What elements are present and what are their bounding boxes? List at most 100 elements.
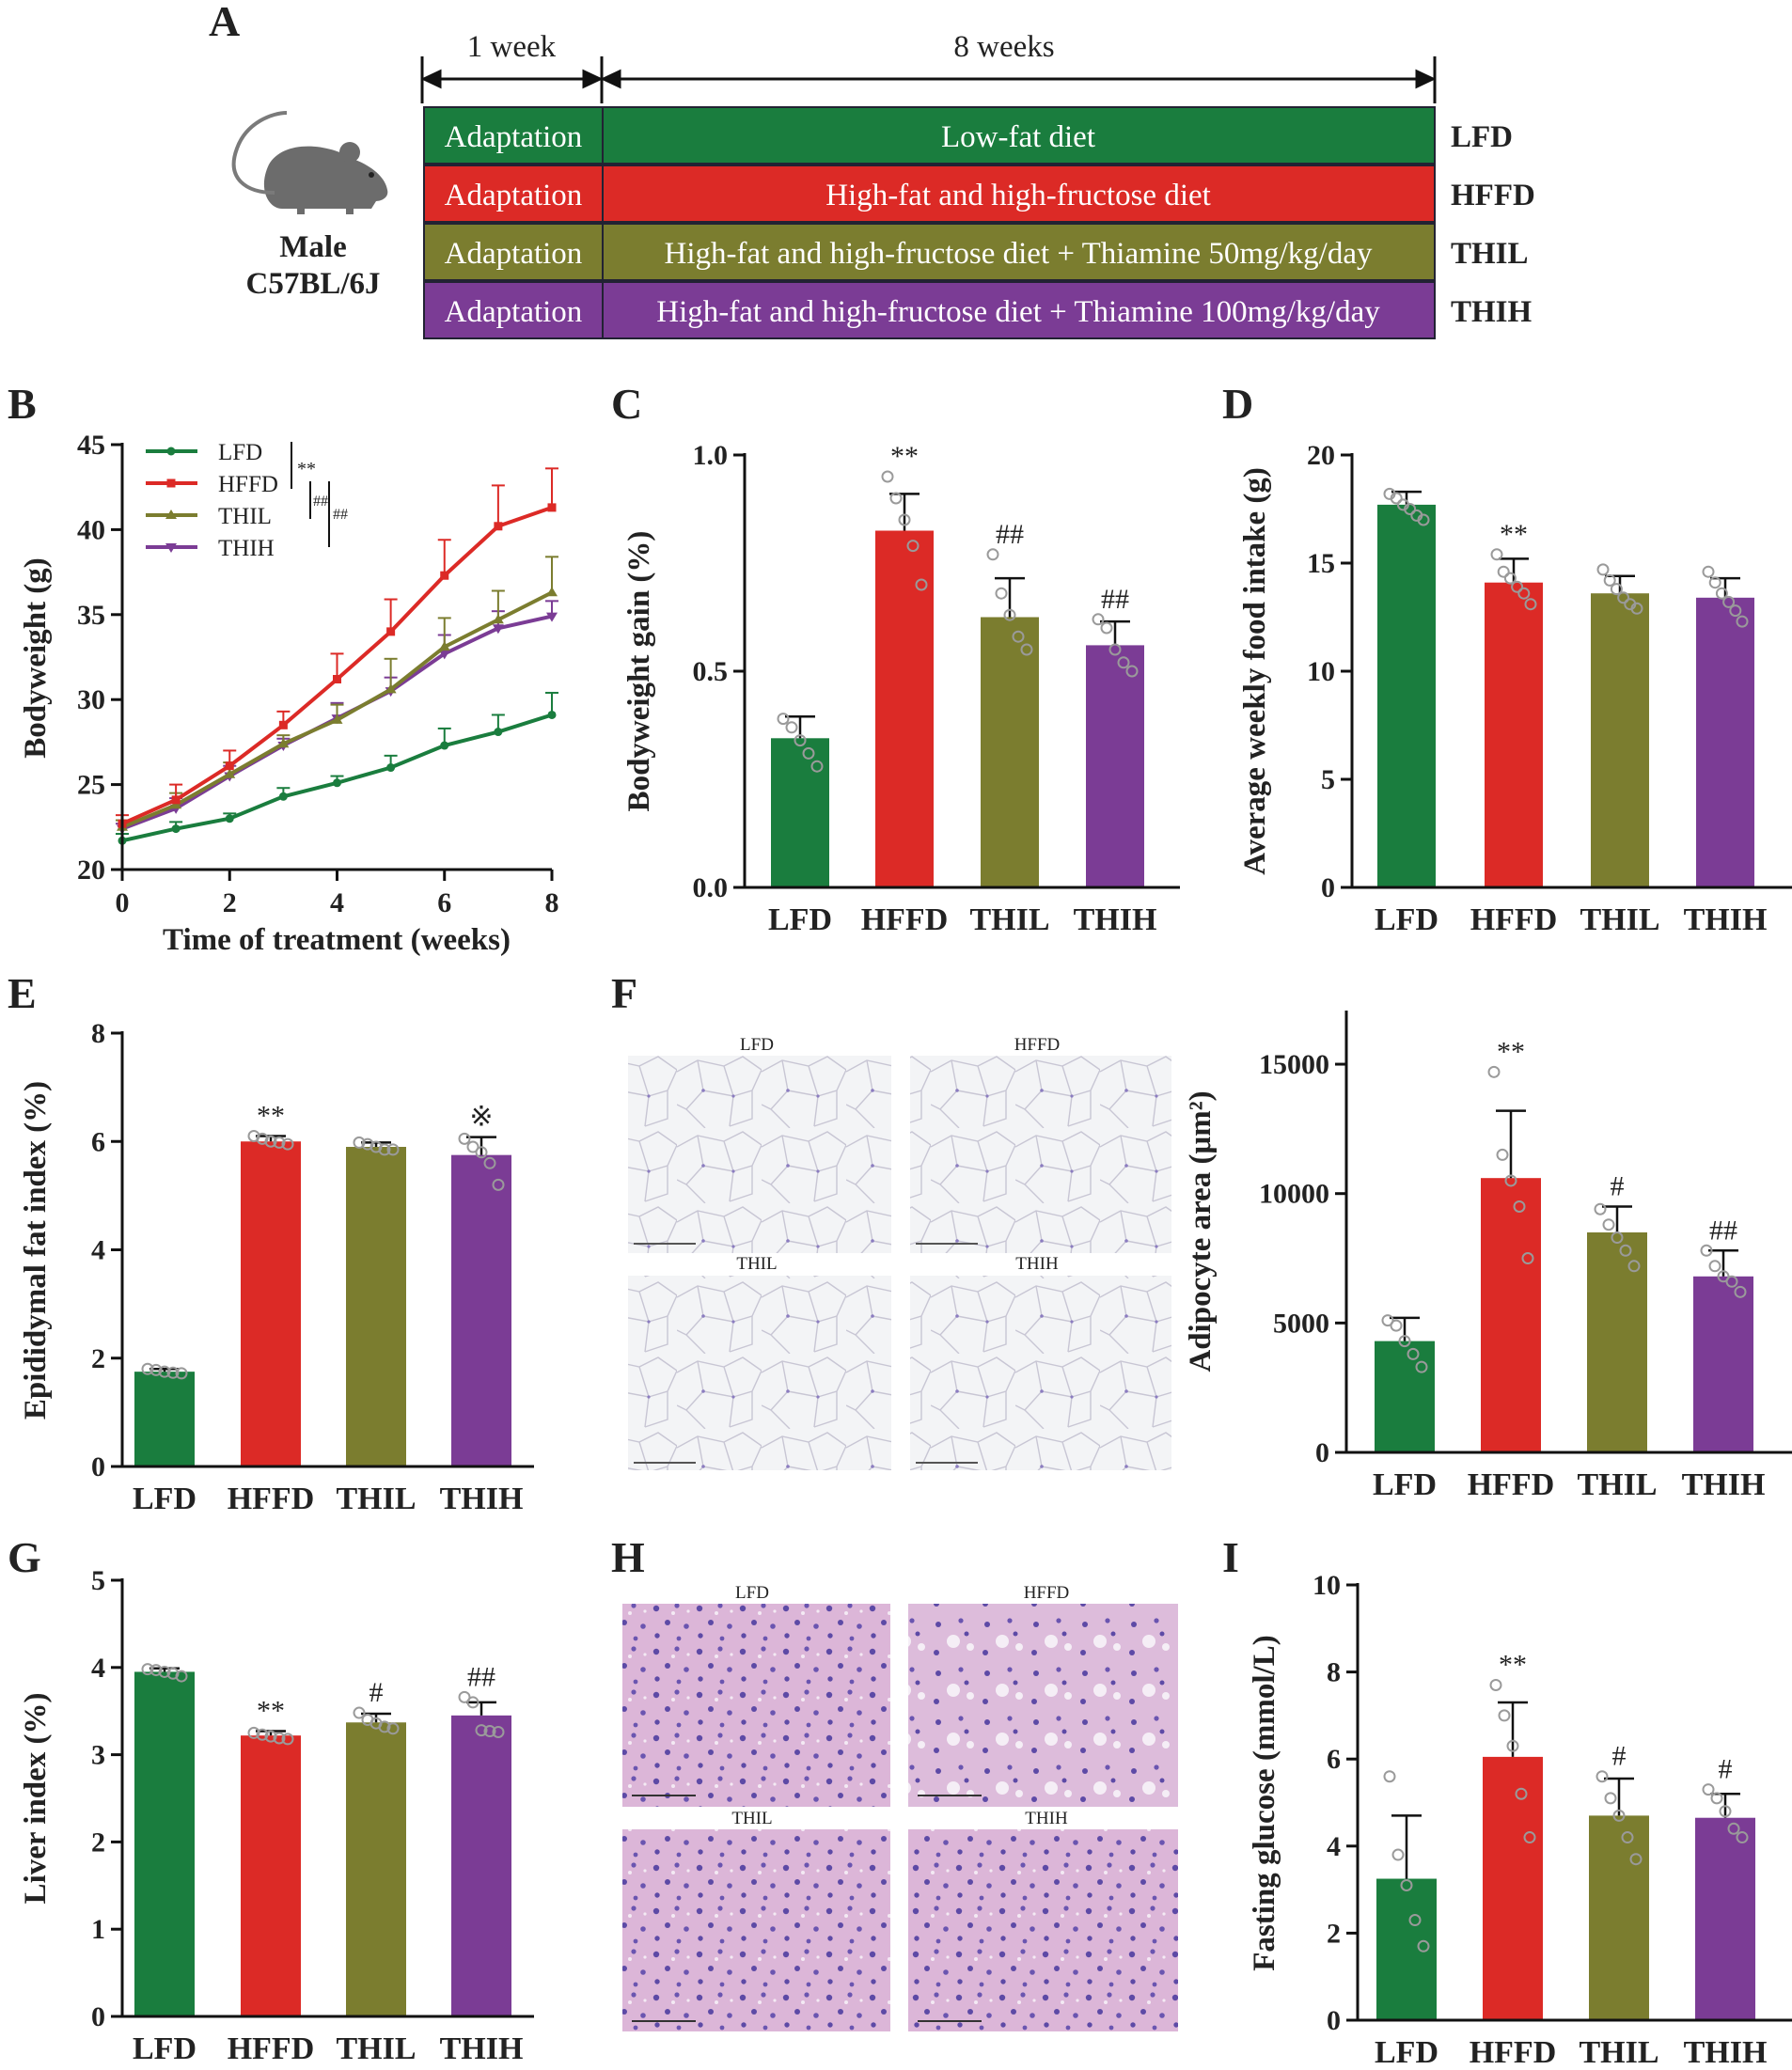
histology-h-label-thih: THIH bbox=[1025, 1809, 1068, 1828]
data-point bbox=[1511, 580, 1524, 593]
data-point bbox=[175, 1367, 188, 1380]
panel-label-i: I bbox=[1222, 1533, 1239, 1581]
data-point bbox=[386, 1722, 400, 1735]
data-point bbox=[1604, 1792, 1617, 1805]
data-point bbox=[1621, 1831, 1634, 1844]
x-tick-label-lfd: LFD bbox=[133, 1482, 196, 1516]
data-point bbox=[1702, 565, 1715, 578]
data-point bbox=[995, 587, 1008, 600]
y-tick-label: 1.0 bbox=[693, 440, 729, 471]
data-point bbox=[1611, 1231, 1624, 1245]
panel-label-h: H bbox=[611, 1533, 645, 1581]
y-tick-label: 0.0 bbox=[693, 872, 729, 903]
adaptation-label: Adaptation bbox=[445, 237, 583, 271]
significance-label: # bbox=[1611, 1170, 1625, 1201]
bar-thil bbox=[1589, 1815, 1649, 2020]
x-tick-label-thih: THIH bbox=[1684, 902, 1768, 937]
y-tick-label: 15 bbox=[1307, 548, 1335, 579]
data-point bbox=[438, 650, 450, 660]
data-point bbox=[378, 1143, 391, 1156]
y-tick-label: 20 bbox=[77, 855, 105, 886]
bar-lfd bbox=[771, 738, 829, 887]
x-tick-label-lfd: LFD bbox=[1375, 2035, 1438, 2070]
data-point bbox=[1725, 1275, 1738, 1288]
data-point bbox=[386, 763, 396, 773]
histology-h-image-lfd bbox=[622, 1604, 890, 1807]
timeline-row-thil: Adaptation High-fat and high-fructose di… bbox=[423, 223, 1529, 281]
y-tick-label: 5 bbox=[1321, 764, 1335, 795]
data-point bbox=[1629, 1853, 1643, 1866]
chart-f: Adipocyte area (μm²) 0 5000 10000 15000 LFD **… bbox=[1184, 1011, 1792, 1502]
bar-hffd bbox=[1481, 1178, 1541, 1452]
diet-label: High-fat and high-fructose diet bbox=[825, 179, 1211, 212]
y-tick-label: 6 bbox=[1327, 1744, 1341, 1775]
data-point bbox=[546, 587, 558, 597]
significance-label: ** bbox=[890, 441, 919, 472]
data-point bbox=[1381, 1314, 1394, 1327]
period-2-label: 8 weeks bbox=[953, 30, 1054, 64]
data-point bbox=[171, 824, 181, 834]
y-axis-label: Adipocyte area (μm²) bbox=[1184, 1090, 1218, 1372]
y-axis-label: Bodyweight (g) bbox=[19, 557, 53, 759]
x-tick-label-hffd: HFFD bbox=[1470, 2035, 1557, 2070]
panel-label-b: B bbox=[8, 380, 37, 428]
y-tick-label: 8 bbox=[1327, 1657, 1341, 1688]
y-tick-label: 4 bbox=[91, 1653, 105, 1684]
y-tick-label: 40 bbox=[77, 514, 105, 545]
histology-f-image-hffd bbox=[910, 1056, 1171, 1253]
data-point bbox=[1408, 1914, 1422, 1927]
significance-label: # bbox=[1612, 1741, 1627, 1772]
chart-b: Bodyweight (g) Time of treatment (weeks) 2… bbox=[19, 430, 559, 957]
legend: LFD HFFD THIL THIH ** ## ## bbox=[146, 440, 348, 561]
bar-lfd bbox=[134, 1372, 195, 1466]
bar-thil bbox=[346, 1722, 406, 2016]
bar-thil bbox=[1587, 1232, 1647, 1452]
data-point bbox=[1515, 1787, 1528, 1800]
y-tick-label: 0.5 bbox=[693, 656, 729, 687]
bar-thih bbox=[1086, 645, 1144, 887]
data-point bbox=[1617, 591, 1630, 604]
data-point bbox=[1407, 1347, 1420, 1360]
chart-c: Bodyweight gain (%) 0.0 0.5 1.0 LFD ** HFFD ## T… bbox=[622, 440, 1180, 937]
bar-thih bbox=[1695, 1817, 1755, 2020]
x-tick-label-hffd: HFFD bbox=[861, 902, 949, 937]
y-tick-label: 0 bbox=[91, 1451, 105, 1482]
data-point bbox=[247, 1726, 260, 1739]
period-1-label: 1 week bbox=[467, 30, 557, 64]
y-tick-label: 4 bbox=[1327, 1831, 1341, 1862]
data-point bbox=[175, 1670, 188, 1683]
y-tick-label: 5000 bbox=[1273, 1308, 1329, 1339]
data-point bbox=[166, 1667, 180, 1680]
data-point bbox=[440, 571, 449, 580]
data-point bbox=[171, 795, 181, 805]
histology-h-image-thih bbox=[908, 1829, 1178, 2031]
data-point bbox=[492, 624, 504, 635]
data-point bbox=[1390, 1319, 1403, 1332]
panel-label-a: A bbox=[209, 0, 240, 45]
data-point bbox=[483, 1725, 496, 1738]
legend-marker bbox=[166, 478, 176, 488]
timeline-row-lfd: Adaptation Low-fat diet LFD bbox=[423, 106, 1513, 165]
data-point bbox=[1700, 1244, 1713, 1257]
series-hffd bbox=[116, 467, 558, 828]
y-tick-label: 10 bbox=[1307, 656, 1335, 687]
x-tick-label-thih: THIH bbox=[440, 1482, 524, 1516]
bar-lfd bbox=[134, 1671, 195, 2016]
bar-thil bbox=[981, 617, 1039, 887]
y-tick-label: 35 bbox=[77, 600, 105, 631]
data-point bbox=[1717, 1270, 1730, 1283]
histology-h-label-lfd: LFD bbox=[735, 1583, 769, 1603]
data-point bbox=[1710, 1792, 1723, 1805]
y-tick-label: 5 bbox=[91, 1565, 105, 1596]
data-point bbox=[1400, 1878, 1413, 1891]
data-point bbox=[141, 1362, 154, 1375]
bar-hffd bbox=[1485, 582, 1543, 887]
data-point bbox=[1523, 1831, 1536, 1844]
x-tick-label-thil: THIL bbox=[1579, 2035, 1658, 2070]
legend-label-hffd: HFFD bbox=[218, 472, 278, 497]
timeline-row-thih: Adaptation High-fat and high-fructose di… bbox=[423, 281, 1533, 339]
data-point bbox=[1596, 563, 1610, 576]
data-point bbox=[1596, 1770, 1609, 1783]
y-tick-label: 10 bbox=[1313, 1570, 1341, 1601]
group-label: THIL bbox=[1451, 237, 1529, 271]
